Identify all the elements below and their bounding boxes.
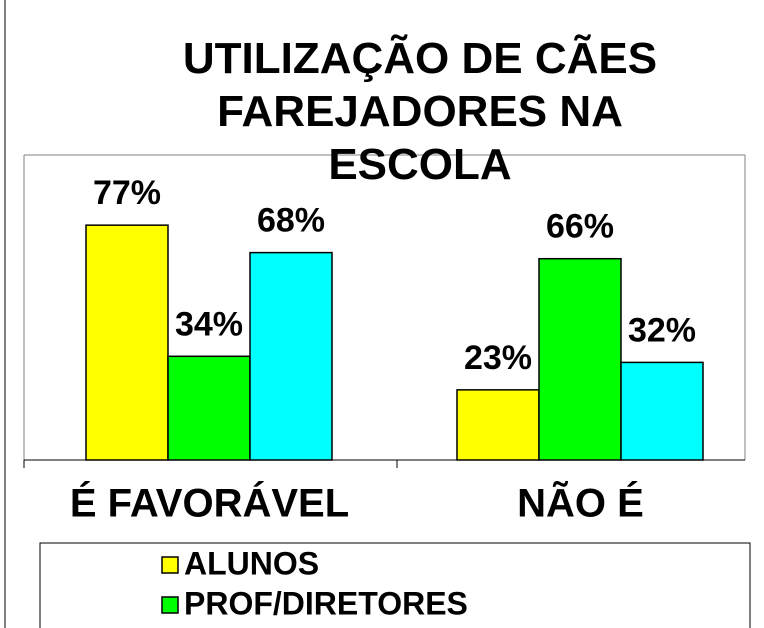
legend-box — [39, 542, 751, 628]
bar — [85, 224, 169, 461]
data-label: 23% — [464, 339, 532, 377]
data-label: 34% — [175, 305, 243, 343]
data-label: 68% — [257, 202, 325, 240]
bar — [620, 361, 704, 461]
legend-swatch — [161, 556, 179, 574]
data-label: 66% — [546, 208, 614, 246]
data-label: 77% — [93, 174, 161, 212]
bar — [456, 389, 540, 461]
bar — [538, 257, 622, 461]
chart-title: UTILIZAÇÃO DE CÃES FAREJADORES NA ESCOLA — [182, 34, 658, 189]
legend-label: ALUNOS — [184, 545, 319, 581]
data-label: 32% — [628, 311, 696, 349]
legend-label: PROF/DIRETORES — [184, 585, 468, 621]
bar — [167, 355, 251, 461]
bar — [249, 251, 333, 461]
legend-swatch — [161, 596, 179, 614]
x-tick-label: NÃO É — [517, 480, 644, 526]
x-tick-label: É FAVORÁVEL — [70, 481, 349, 526]
